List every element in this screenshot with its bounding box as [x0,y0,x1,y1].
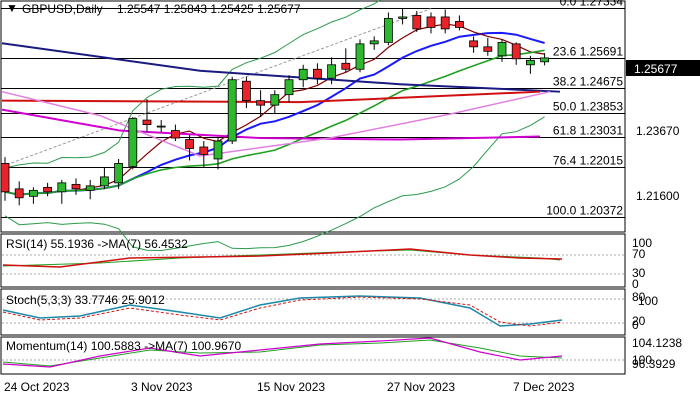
bull-candle [398,16,408,19]
bear-candle [185,139,195,149]
bear-candle [440,16,450,30]
bull-candle [156,125,166,128]
bull-candle [355,43,365,70]
bull-candle [114,163,123,184]
momentum-tick: 96.3929 [632,357,676,371]
bear-candle [170,130,180,139]
momentum-ma-line [2,339,563,367]
bear-candle [43,186,52,193]
bear-candle [199,146,209,155]
stoch-main-line [2,295,563,327]
bull-candle [57,182,67,193]
stoch-label: Stoch(5,3,3) 33.7746 25.9012 [6,293,165,307]
stoch-tick: 80 [632,290,646,304]
current-price: 1.25677 [634,62,678,76]
bear-candle [142,119,152,125]
bull-candle [497,41,507,57]
bear-candle [469,40,479,48]
stoch-panel[interactable] [0,288,626,336]
bull-candle [213,140,223,160]
bear-candle [256,100,266,106]
fibonacci-levels: 0.0 1.27334 23.6 1.25691 38.2 1.24675 50.0 … [1,0,625,218]
price-panel[interactable] [0,0,626,233]
fib-label: 61.8 1.23031 [553,124,623,138]
bear-candle [454,21,464,28]
date-tick: 3 Nov 2023 [131,380,193,394]
bull-candle [85,185,95,191]
fib-label: 38.2 1.24675 [553,75,623,89]
bear-candle [426,16,436,28]
bear-candle [241,80,251,102]
ma-violet [1,90,551,157]
rsi-tick: 100 [632,236,652,250]
bollinger-lower [4,116,545,252]
chart-symbol: GBPUSD,Daily [22,2,103,16]
stoch-tick: 100 [638,294,658,308]
bull-candle [298,68,308,81]
bull-candle [128,118,138,167]
price-tick: 1.21600 [636,189,680,203]
bull-candle [383,18,393,43]
rsi-tick: 70 [632,247,646,261]
fib-label: 0.0 1.27334 [560,0,624,9]
stoch-signal-line [2,296,563,327]
date-tick: 7 Dec 2023 [513,380,575,394]
rsi-tick: 0 [632,277,639,291]
bull-candle [270,94,280,106]
rsi-label: RSI(14) 55.1936 ->MA(7) 56.4532 [6,237,188,251]
ma-green [4,49,545,196]
moving-averages [1,23,561,196]
bear-candle [0,163,10,193]
fib-label: 23.6 1.25691 [553,45,623,59]
date-tick: 15 Nov 2023 [257,380,325,394]
bear-candle [341,62,351,70]
chart-ohlc: 1.25547 1.25843 1.25425 1.25677 [117,2,301,16]
current-price-badge [626,60,700,76]
bollinger-upper [4,0,381,169]
bull-candle [28,189,38,197]
momentum-tick: 100 [632,353,652,367]
collapse-arrow-icon[interactable]: ▼ [6,1,18,15]
fib-label: 76.4 1.22015 [553,154,623,168]
bear-candle [14,188,24,199]
rsi-line [2,248,563,268]
bear-candle [312,68,322,79]
bear-candle [412,15,422,30]
bear-candle [483,46,493,52]
bull-candle [369,40,379,45]
price-tick: 1.23670 [636,124,680,138]
bull-candle [227,79,237,142]
date-tick: 27 Nov 2023 [387,380,455,394]
momentum-line [2,337,563,368]
bear-candle [511,43,521,60]
bollinger-bands [1,0,545,252]
bear-candle [71,183,81,190]
date-tick: 24 Oct 2023 [4,380,70,394]
ma-red [1,90,541,104]
fib-label: 50.0 1.23853 [553,100,623,114]
bull-candle [540,57,549,63]
rsi-tick: 30 [632,266,646,280]
indicator-lines [2,248,624,368]
ma-magenta [1,108,541,141]
momentum-tick: 104.1238 [632,336,682,350]
stoch-tick: 20 [632,314,646,328]
bull-candle [100,176,109,187]
bull-candle [526,59,535,66]
trend-channel [1,8,432,167]
stoch-tick: 0 [632,318,639,332]
bull-candle [327,64,337,79]
bull-candle [284,79,294,96]
candles [0,8,549,206]
momentum-label: Momentum(14) 100.5883 ->MA(7) 100.9670 [6,339,241,353]
fib-label: 100.0 1.20372 [546,204,623,218]
